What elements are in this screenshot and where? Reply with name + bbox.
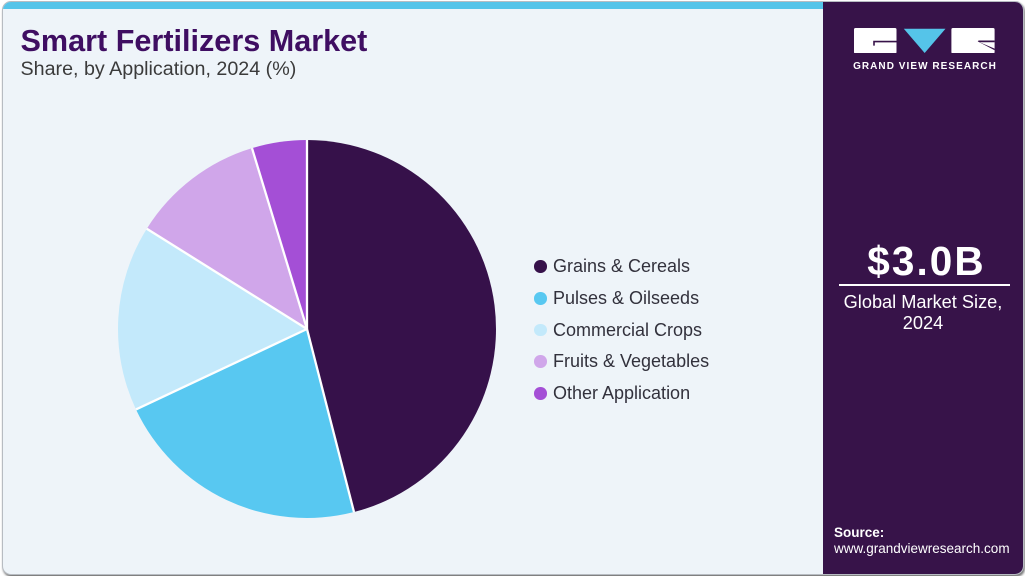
legend-label: Fruits & Vegetables: [553, 351, 710, 372]
pie-slice-grains-cereals[interactable]: [307, 139, 496, 512]
pie-chart-svg: [117, 139, 496, 518]
pie-slice-separator: [250, 147, 309, 329]
gvr-logo-letter-r: [951, 27, 995, 53]
gvr-logo-text: GRAND VIEW RESEARCH: [853, 61, 997, 73]
page-subtitle: Share, by Application, 2024 (%): [20, 57, 297, 80]
pie-slice-separator: [305, 328, 356, 512]
legend-swatch-icon: [534, 387, 547, 400]
legend-label: Pulses & Oilseeds: [553, 287, 700, 308]
pie-slice-commercial-crops[interactable]: [117, 228, 307, 409]
legend-item-grains-cereals[interactable]: Grains & Cereals: [534, 251, 709, 283]
legend-swatch-icon: [534, 260, 547, 273]
market-size-value: $3.0B: [867, 238, 986, 284]
pie-slice-separator: [135, 327, 308, 411]
page-title: Smart Fertilizers Market: [20, 23, 368, 58]
source-label: Source:: [834, 525, 885, 541]
gvr-logo-letter-r-notch: [977, 40, 995, 50]
pie-chart: [114, 136, 500, 522]
legend-swatch-icon: [534, 355, 547, 368]
legend-item-commercial-crops[interactable]: Commercial Crops: [534, 314, 709, 346]
legend-label: Grains & Cereals: [553, 256, 691, 277]
gvr-logo-letter-v-triangle: [903, 28, 946, 53]
legend-swatch-icon: [534, 323, 547, 337]
top-accent-bar: [3, 2, 823, 9]
chart-legend: Grains & Cereals Pulses & Oilseeds Commerc…: [534, 251, 709, 409]
legend-item-fruits-vegetables[interactable]: Fruits & Vegetables: [534, 346, 709, 378]
source-url[interactable]: www.grandviewresearch.com: [834, 540, 1010, 556]
gvr-logo-letter-g-notch: [873, 40, 897, 46]
sidebar: GRAND VIEW RESEARCH $3.0B Global Market …: [823, 2, 1023, 574]
market-size-divider: [839, 283, 1010, 286]
gvr-logo-letter-g: [854, 27, 897, 53]
legend-item-other-application[interactable]: Other Application: [534, 378, 709, 410]
gvr-logo-icon: [854, 27, 995, 53]
source-block: Source: www.grandviewresearch.com: [834, 525, 1010, 556]
legend-swatch-icon: [534, 292, 547, 305]
pie-slice-pulses-oilseeds[interactable]: [135, 328, 355, 518]
legend-label: Other Application: [553, 382, 691, 403]
pie-slice-fruits-vegetables[interactable]: [146, 147, 307, 329]
legend-label: Commercial Crops: [553, 319, 703, 340]
legend-item-pulses-oilseeds[interactable]: Pulses & Oilseeds: [534, 282, 709, 314]
pie-slice-separator: [146, 227, 308, 330]
market-size-label: Global Market Size, 2024: [843, 291, 1003, 333]
